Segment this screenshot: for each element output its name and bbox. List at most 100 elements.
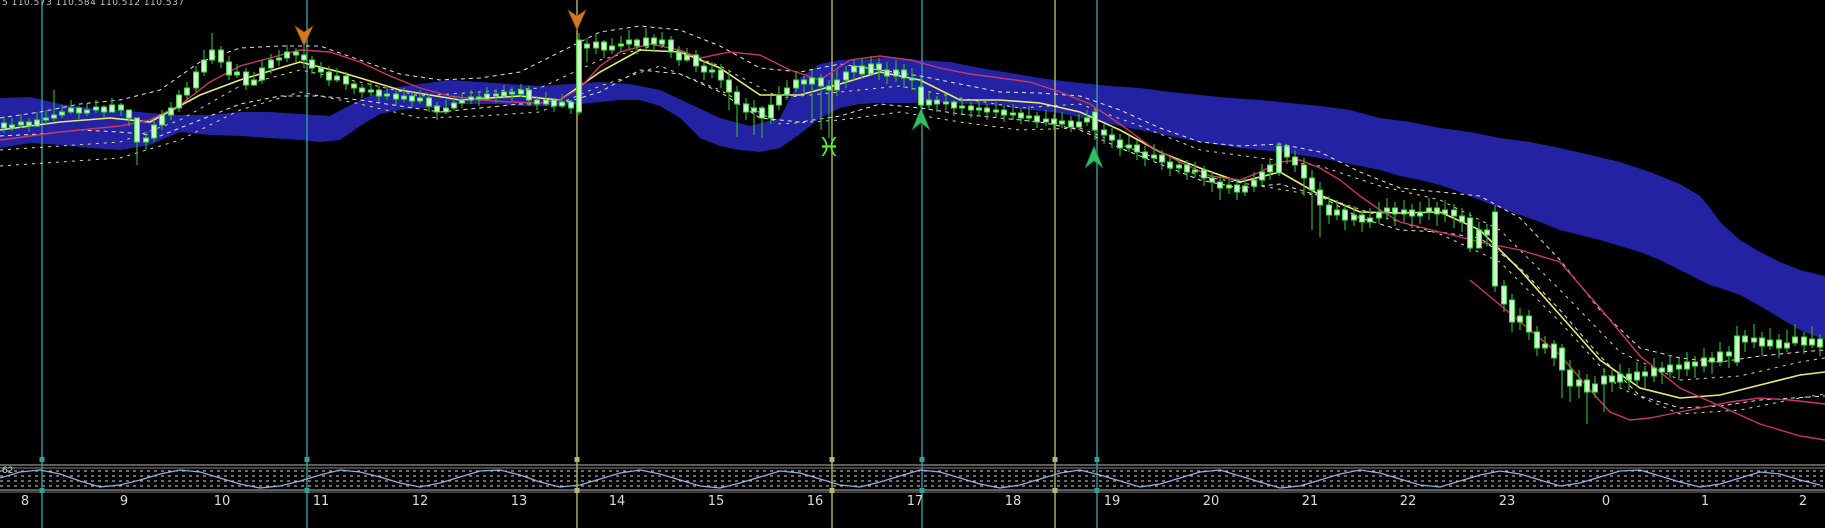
candle [1576,379,1582,387]
candle [1284,145,1290,158]
candle [459,99,465,104]
candle [1184,164,1190,173]
candle [968,105,974,111]
candle [393,93,399,100]
candle [176,94,182,109]
candle [1684,361,1690,370]
ohlc-readout: 5 110.573 110.584 110.512 110.537 [2,0,185,8]
candle [593,41,599,49]
candle [218,49,224,63]
candle [551,99,557,107]
env-lower-yellow-dashed [0,65,1825,415]
candles-layer [1,28,1823,424]
candle [1251,179,1257,187]
candle [59,111,65,116]
candle [868,63,874,75]
hour-label: 13 [511,494,528,509]
candle [318,67,324,73]
candle [543,99,549,105]
candle [759,107,765,119]
candle [693,54,699,67]
candle [243,71,249,86]
candle [776,94,782,106]
candle [859,65,865,75]
candle [159,114,165,126]
candle [1617,373,1623,383]
candle [726,79,732,93]
candle [9,124,15,129]
candle [334,75,340,81]
candle [309,59,315,69]
candle [618,43,624,47]
hour-label: 18 [1005,494,1022,509]
candle [1726,351,1732,357]
candle [1167,161,1173,169]
candle [1484,229,1490,236]
candle [518,89,524,95]
candle [1201,169,1207,179]
candle [626,39,632,45]
time-axis: 8 9 10 11 12 13 14 15 16 17 18 19 20 21 22 23 0 1 2 [21,494,1807,509]
candle [1642,371,1648,377]
candle [1451,209,1457,217]
pane-separators [0,464,1825,493]
candle [1126,144,1132,149]
candle [1010,112,1016,116]
candle [1351,214,1357,221]
band-upper-white-dashed [0,25,1825,363]
candle [768,104,774,119]
candle [1276,145,1282,174]
candle [926,99,932,106]
candle [1092,111,1098,131]
candle [1026,115,1032,119]
candle [1559,347,1565,371]
candle [1267,164,1273,173]
candle [1501,285,1507,305]
buy-arrow-icon[interactable] [1084,145,1104,169]
candle [1,122,7,129]
candle [1534,331,1540,349]
candle [401,95,407,100]
candle [643,37,649,47]
candle [1342,209,1348,221]
candle [84,109,90,114]
candle [701,65,707,73]
candle [1417,211,1423,217]
trade-markers[interactable]: ♓ [294,9,1104,169]
candle [1134,144,1140,153]
candle [959,105,965,109]
candle [1601,375,1607,385]
candle [976,107,982,111]
candle [893,69,899,77]
hour-label: 11 [313,494,330,509]
candle [1309,177,1315,191]
sell-arrow-icon[interactable] [294,25,314,47]
candle [1792,336,1798,344]
candle [34,119,40,127]
candle [434,105,440,113]
candle [734,91,740,105]
candle [268,59,274,69]
candle [1076,121,1082,128]
candle [718,69,724,81]
hour-label: 14 [609,494,626,509]
candle [984,107,990,113]
candle [1217,181,1223,189]
candle [1401,209,1407,215]
candle [426,97,432,107]
candle [1109,134,1115,141]
sell-arrow-icon[interactable] [567,9,587,31]
candle [801,79,807,85]
exit-asterisk-icon[interactable]: ♓ [817,133,840,163]
candle [134,117,140,143]
candle [1043,118,1049,123]
buy-arrow-icon[interactable] [911,107,931,131]
candle [1701,357,1707,367]
candle [343,75,349,85]
candle [251,79,257,86]
band-lower-white-dashed [0,69,1825,409]
candle [1334,209,1340,216]
candle [1051,118,1057,125]
ichimoku-cloud [0,57,1825,340]
